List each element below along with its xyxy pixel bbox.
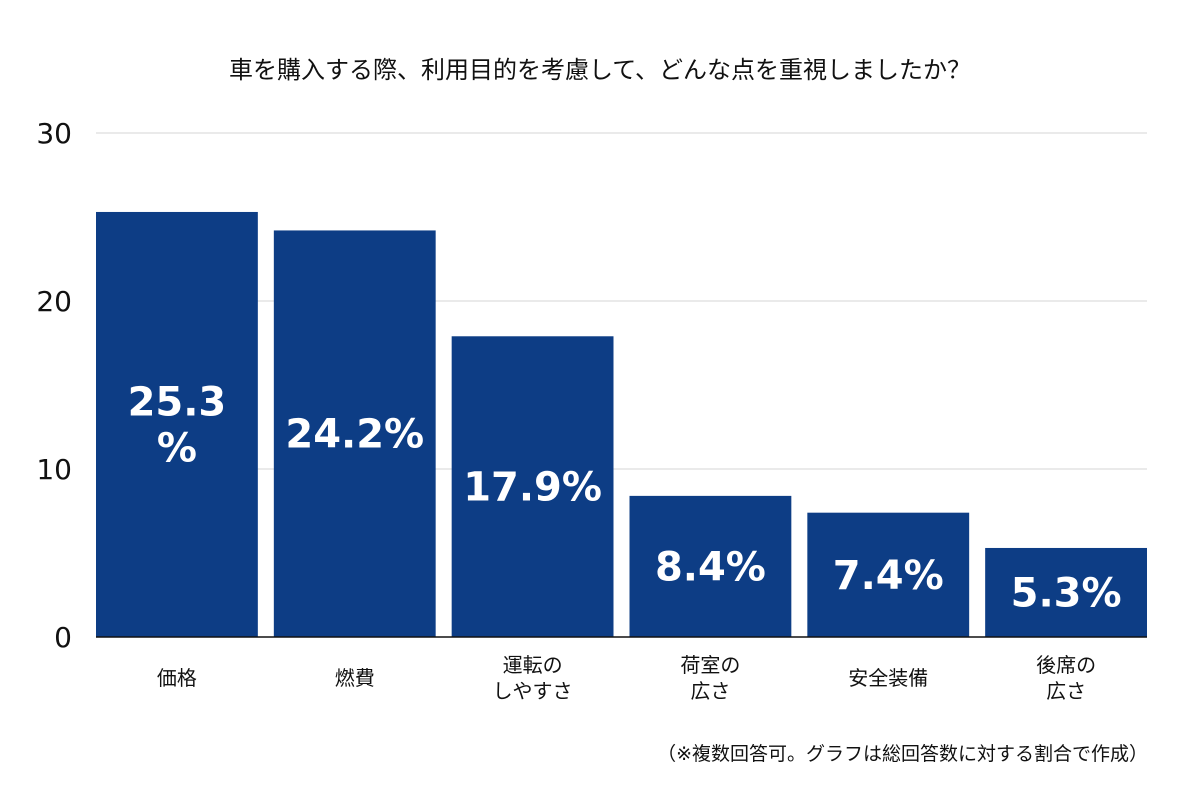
- y-tick-label: 0: [54, 621, 72, 654]
- bar: [96, 211, 258, 637]
- x-category-label: 後席の広さ: [1036, 653, 1096, 703]
- x-category-label: 安全装備: [848, 666, 928, 690]
- bar: [451, 336, 614, 637]
- footnote: （※複数回答可。グラフは総回答数に対する割合で作成）: [657, 743, 1148, 765]
- y-tick-label: 20: [36, 285, 72, 318]
- bar-value-label: 25.3%: [128, 379, 227, 471]
- y-tick-label: 10: [36, 453, 72, 486]
- bar: [985, 547, 1147, 637]
- x-category-label: 価格: [157, 666, 197, 690]
- bar: [807, 512, 970, 637]
- bars: 25.3% 24.2% 17.9% 8.4% 7.4% 5.3%: [96, 211, 1147, 637]
- bar: [273, 230, 436, 637]
- gridlines: [96, 132, 1147, 470]
- bar: [629, 495, 792, 637]
- bar-value-label: 24.2%: [285, 412, 424, 458]
- x-category-label: 運転のしやすさ: [493, 653, 573, 703]
- x-category-label: 荷室の広さ: [680, 653, 740, 703]
- y-axis-ticks: 0 10 20 30: [36, 117, 72, 654]
- y-tick-label: 30: [36, 117, 72, 150]
- bar-value-label: 7.4%: [833, 553, 944, 599]
- bar-value-label: 17.9%: [463, 465, 602, 511]
- chart-title: 車を購入する際、利用目的を考慮して、どんな点を重視しましたか？: [229, 56, 971, 84]
- bar-value-label: 8.4%: [655, 544, 766, 590]
- x-category-label: 燃費: [335, 666, 375, 690]
- bar-value-label: 5.3%: [1011, 570, 1122, 616]
- x-axis-categories: 価格 燃費 運転のしやすさ 荷室の広さ 安全装備 後席の広さ: [157, 653, 1096, 703]
